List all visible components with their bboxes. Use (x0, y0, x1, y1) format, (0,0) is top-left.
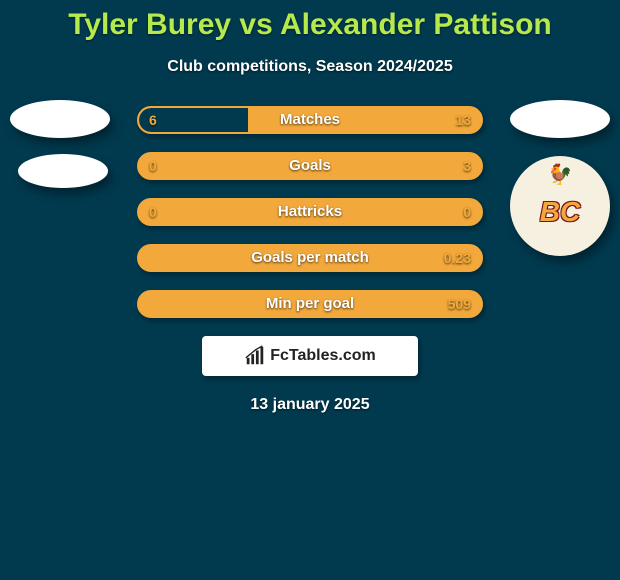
stat-label: Min per goal (139, 292, 481, 316)
comparison-title: Tyler Burey vs Alexander Pattison (0, 0, 620, 42)
stat-value-right: 0.23 (444, 246, 471, 270)
stat-row: Min per goal509 (137, 290, 483, 318)
stat-label: Goals per match (139, 246, 481, 270)
stat-row: 6Matches13 (137, 106, 483, 134)
stat-label: Goals (139, 154, 481, 178)
branding-text: FcTables.com (270, 347, 376, 365)
avatar-placeholder-icon (510, 100, 610, 138)
stat-label: Matches (139, 108, 481, 132)
stat-value-right: 0 (463, 200, 471, 224)
stat-value-right: 3 (463, 154, 471, 178)
stat-value-right: 13 (455, 108, 471, 132)
player-right-club-logo: 🐓 BC (510, 156, 610, 256)
stat-row: 0Hattricks0 (137, 198, 483, 226)
comparison-content: 🐓 BC 6Matches130Goals30Hattricks0Goals p… (0, 106, 620, 414)
stat-label: Hattricks (139, 200, 481, 224)
branding-badge: FcTables.com (202, 336, 418, 376)
avatar-placeholder-icon (18, 154, 108, 188)
rooster-icon: 🐓 (548, 162, 573, 187)
player-left-avatar (10, 100, 110, 200)
club-logo-text: BC (540, 196, 580, 228)
avatar-placeholder-icon (10, 100, 110, 138)
chart-icon (244, 345, 266, 367)
snapshot-date: 13 january 2025 (0, 396, 620, 414)
season-subtitle: Club competitions, Season 2024/2025 (0, 58, 620, 76)
stat-row: 0Goals3 (137, 152, 483, 180)
stat-row: Goals per match0.23 (137, 244, 483, 272)
stats-container: 6Matches130Goals30Hattricks0Goals per ma… (137, 106, 483, 318)
stat-value-right: 509 (448, 292, 471, 316)
